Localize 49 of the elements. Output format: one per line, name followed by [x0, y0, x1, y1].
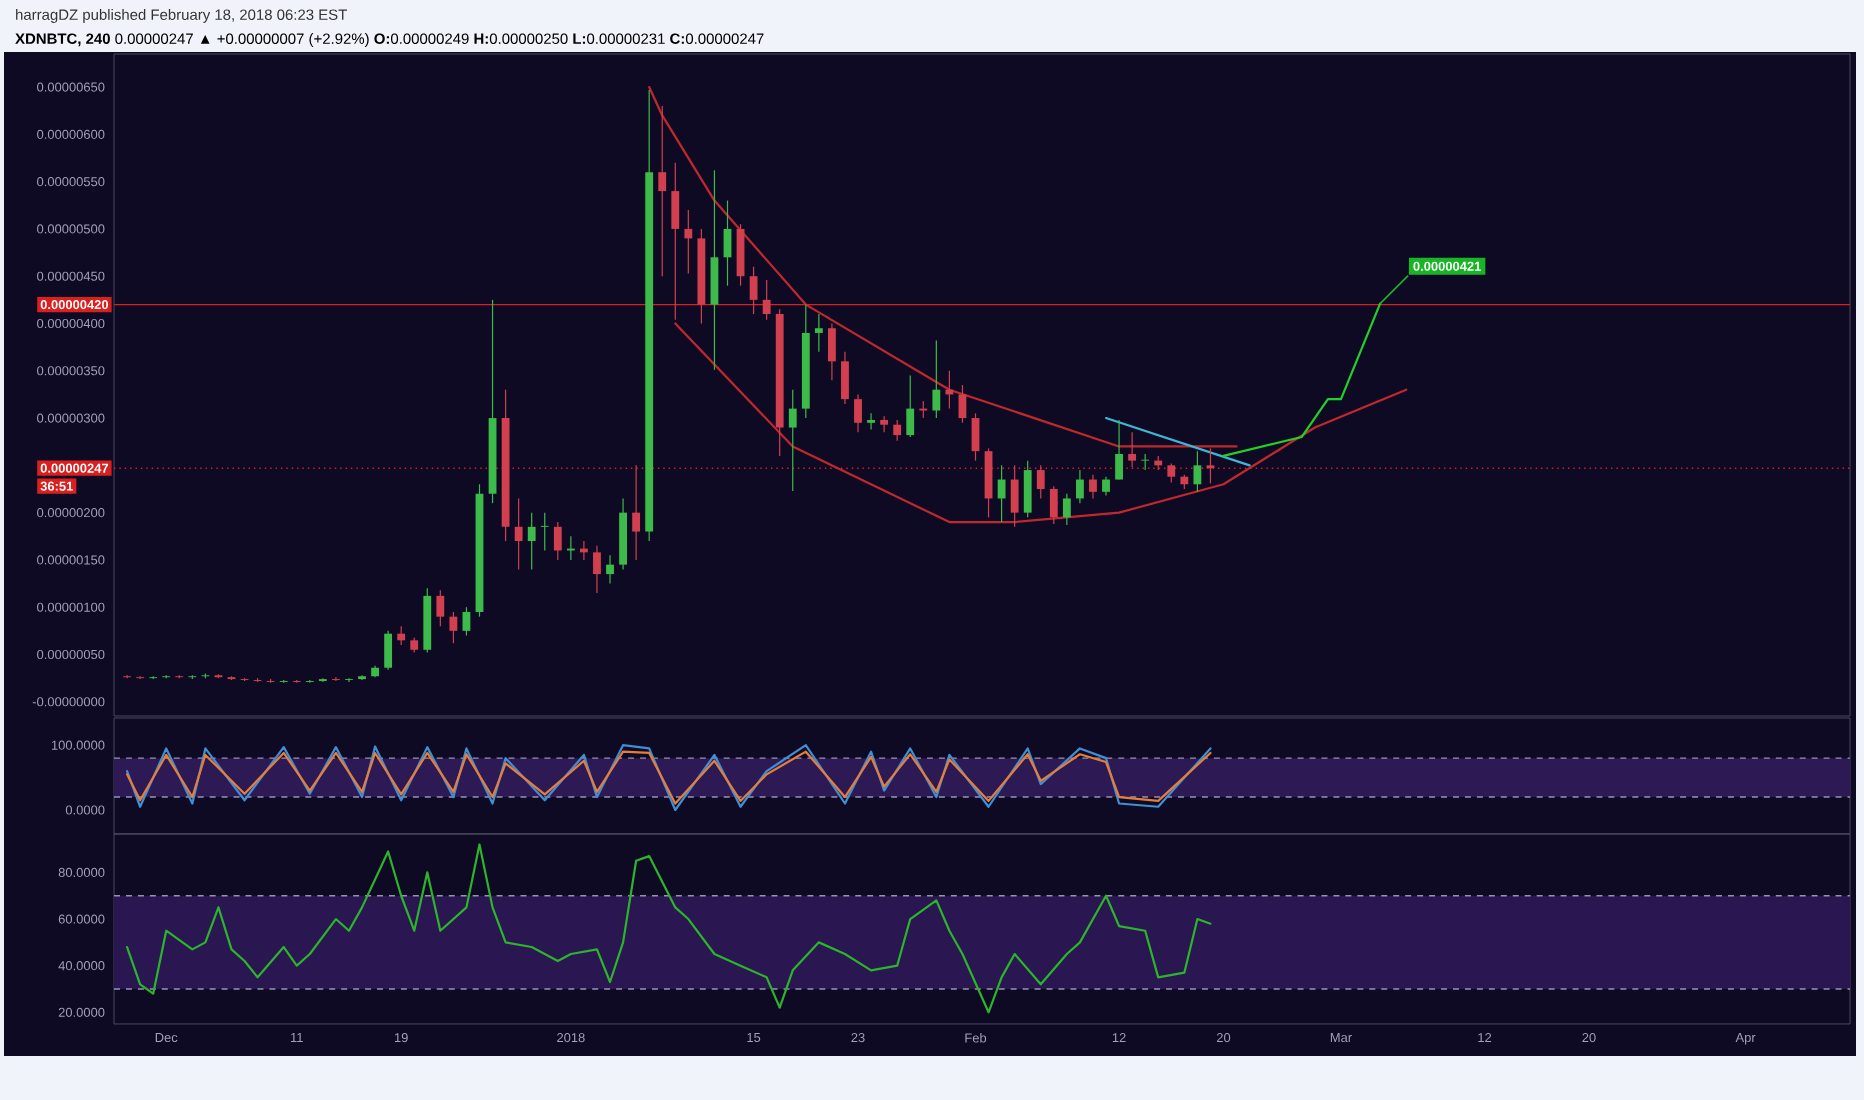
- candlestick: [345, 677, 353, 683]
- candlestick: [1193, 450, 1202, 493]
- candlestick: [436, 589, 445, 627]
- candlestick: [749, 266, 758, 315]
- candlestick: [867, 412, 875, 431]
- candlestick: [606, 554, 614, 585]
- candlestick: [384, 630, 393, 671]
- candlestick: [854, 393, 862, 433]
- candlestick: [841, 351, 849, 405]
- candlestick: [880, 415, 889, 433]
- candlestick: [958, 384, 967, 424]
- candlestick: [828, 322, 836, 381]
- candlestick: [1062, 493, 1071, 526]
- candlestick: [893, 419, 902, 442]
- candlestick: [1115, 419, 1123, 481]
- candlestick: [1089, 474, 1097, 500]
- candlestick: [814, 313, 823, 353]
- candlestick: [1206, 447, 1215, 484]
- candlestick: [1167, 462, 1176, 483]
- candlestick: [1036, 464, 1045, 500]
- candlestick: [1102, 476, 1110, 497]
- candlestick: [1023, 460, 1032, 518]
- candlestick: [593, 545, 601, 594]
- candlestick: [684, 209, 693, 274]
- candlestick: [710, 169, 719, 371]
- candlestick: [632, 464, 641, 561]
- candlestick: [932, 339, 941, 419]
- candlestick: [514, 497, 523, 570]
- candlestick: [762, 279, 771, 321]
- candlestick: [906, 374, 915, 438]
- candlestick: [788, 389, 797, 492]
- candlestick: [658, 105, 667, 277]
- line-series: [674, 322, 1408, 524]
- candlestick: [462, 606, 471, 637]
- candlestick: [332, 676, 340, 682]
- candlestick: [671, 162, 680, 321]
- line-series: [125, 843, 1212, 1014]
- candlestick: [1049, 485, 1058, 525]
- candlestick: [540, 512, 549, 552]
- candlestick: [449, 611, 458, 644]
- candlestick: [997, 464, 1006, 523]
- candlestick: [553, 521, 562, 561]
- candlestick: [527, 512, 536, 570]
- line-series: [1222, 302, 1382, 457]
- candlestick: [1128, 431, 1137, 468]
- candlestick: [1010, 464, 1019, 528]
- candlestick: [1076, 469, 1084, 504]
- line-series: [648, 85, 1238, 448]
- candlestick: [397, 625, 406, 646]
